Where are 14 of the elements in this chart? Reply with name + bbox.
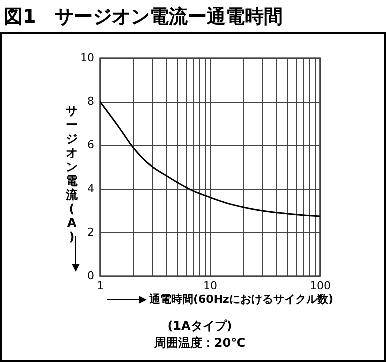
x-axis-title: 通電時間(60Hzにおけるサイクル数) — [150, 292, 334, 307]
y-tick-label: 6 — [88, 138, 94, 152]
y-tick-label: 2 — [88, 226, 94, 239]
y-tick-label: 4 — [88, 182, 94, 196]
text: 周囲温度：20℃ — [153, 335, 247, 352]
chart-title: 図1 サージオン電流ー通電時間 — [4, 5, 284, 30]
y-tick-label: 8 — [88, 95, 94, 108]
x-tick-label: 1 — [97, 280, 104, 292]
y-tick-label: 10 — [80, 52, 94, 64]
text: (1Aタイプ) — [166, 318, 234, 335]
x-tick-label: 100 — [310, 280, 331, 292]
y-tick-label: 0 — [88, 270, 94, 282]
text: サージオン電流(A) — [66, 104, 78, 244]
x-tick-label: 10 — [204, 280, 218, 292]
